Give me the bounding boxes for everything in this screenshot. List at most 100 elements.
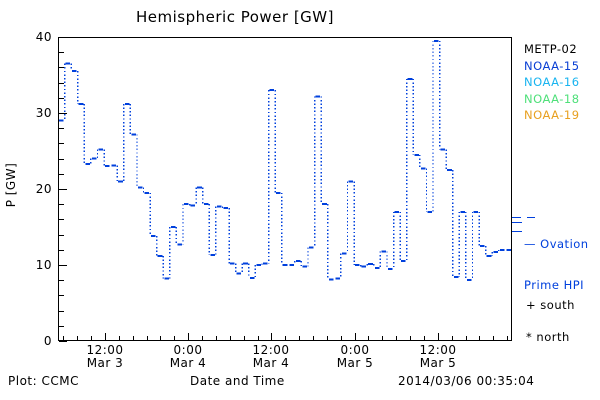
x-tick-minor — [452, 336, 453, 341]
legend-item-noaa-19: NOAA-19 — [524, 107, 580, 124]
edge-mark-upper — [512, 222, 522, 223]
x-tick-minor — [285, 336, 286, 341]
y-tick-major — [59, 37, 67, 38]
y-tick-minor — [59, 326, 64, 327]
y-tick-label: 0 — [43, 334, 52, 348]
x-tick-time: 12:00 — [419, 343, 457, 357]
y-tick-minor — [59, 67, 64, 68]
x-tick-minor — [147, 336, 148, 341]
x-tick-date: Mar 4 — [169, 356, 207, 370]
x-tick-minor — [396, 336, 397, 341]
y-tick-minor — [59, 250, 64, 251]
x-tick-minor — [244, 336, 245, 341]
x-tick-time: 12:00 — [252, 343, 290, 357]
x-tick-date: Mar 3 — [86, 356, 124, 370]
x-tick-time: 12:00 — [86, 343, 124, 357]
x-tick-minor — [466, 336, 467, 341]
x-tick-minor — [299, 336, 300, 341]
x-tick-minor — [258, 336, 259, 341]
x-tick-label: 12:00 Mar 5 — [393, 344, 483, 370]
x-tick-minor — [313, 336, 314, 341]
ovation-legend-line1: — Ovation — [524, 237, 589, 251]
y-tick-minor — [59, 235, 64, 236]
satellite-legend: METP-02 NOAA-15 NOAA-16 NOAA-18 NOAA-19 — [524, 41, 580, 124]
x-tick-label: 0:00 Mar 5 — [310, 344, 400, 370]
y-tick-major — [59, 189, 67, 190]
x-tick-minor — [77, 336, 78, 341]
x-tick-minor — [202, 336, 203, 341]
legend-item-metp-02: METP-02 — [524, 41, 580, 58]
y-tick-minor — [59, 219, 64, 220]
x-tick-time: 0:00 — [340, 343, 370, 357]
legend-item-label: NOAA-19 — [524, 108, 580, 122]
y-tick-label: 20 — [35, 182, 52, 196]
x-tick-date: Mar 5 — [336, 356, 374, 370]
x-tick-minor — [216, 336, 217, 341]
x-tick-minor — [230, 336, 231, 341]
edge-mark-lower — [512, 231, 522, 232]
ovation-legend-line2: Prime HPI — [524, 277, 585, 292]
x-tick-major — [438, 333, 439, 341]
legend-item-noaa-15: NOAA-15 — [524, 58, 580, 75]
legend-item-noaa-18: NOAA-18 — [524, 91, 580, 108]
x-tick-minor — [382, 336, 383, 341]
y-tick-minor — [59, 204, 64, 205]
x-tick-minor — [479, 336, 480, 341]
y-tick-label: 40 — [35, 30, 52, 44]
ovation-legend-dash — [527, 217, 535, 218]
x-tick-date: Mar 5 — [419, 356, 457, 370]
x-tick-minor — [174, 336, 175, 341]
x-tick-minor — [424, 336, 425, 341]
x-tick-major — [355, 333, 356, 341]
x-tick-minor — [119, 336, 120, 341]
y-tick-minor — [59, 280, 64, 281]
x-tick-minor — [271, 336, 272, 341]
y-tick-label: 10 — [35, 258, 52, 272]
x-tick-minor — [188, 336, 189, 341]
y-tick-minor — [59, 311, 64, 312]
y-tick-minor — [59, 83, 64, 84]
y-tick-minor — [59, 98, 64, 99]
x-tick-minor — [507, 336, 508, 341]
x-tick-minor — [327, 336, 328, 341]
plot-area — [58, 37, 512, 341]
legend-item-label: NOAA-18 — [524, 91, 580, 106]
x-tick-major — [105, 333, 106, 341]
legend-item-label: METP-02 — [524, 42, 578, 56]
x-tick-label: 12:00 Mar 4 — [226, 344, 316, 370]
x-tick-date: Mar 4 — [252, 356, 290, 370]
north-marker-legend: * north — [526, 330, 570, 344]
x-tick-label: 12:00 Mar 3 — [60, 344, 150, 370]
ovation-prime-legend: — Ovation Prime HPI — [524, 211, 589, 319]
x-tick-minor — [341, 336, 342, 341]
x-tick-minor — [368, 336, 369, 341]
y-tick-major — [59, 113, 67, 114]
y-tick-minor — [59, 143, 64, 144]
x-tick-minor — [133, 336, 134, 341]
timestamp: 2014/03/06 00:35:04 — [398, 374, 535, 388]
legend-item-label: NOAA-16 — [524, 75, 580, 89]
ovation-legend-tick — [512, 217, 521, 218]
y-tick-major — [59, 265, 67, 266]
y-tick-label: 30 — [35, 106, 52, 120]
x-tick-minor — [410, 336, 411, 341]
x-tick-label: 0:00 Mar 4 — [143, 344, 233, 370]
y-tick-minor — [59, 52, 64, 53]
y-tick-minor — [59, 128, 64, 129]
x-tick-minor — [63, 336, 64, 341]
y-tick-minor — [59, 174, 64, 175]
y-tick-major — [59, 341, 67, 342]
x-tick-minor — [91, 336, 92, 341]
x-axis-label: Date and Time — [190, 374, 285, 388]
plot-credit: Plot: CCMC — [8, 374, 79, 388]
ovation-prime-hpi-series — [59, 39, 511, 282]
x-tick-minor — [493, 336, 494, 341]
legend-item-label: NOAA-15 — [524, 58, 580, 73]
page-title: Hemispheric Power [GW] — [136, 8, 334, 26]
y-tick-minor — [59, 295, 64, 296]
legend-item-noaa-16: NOAA-16 — [524, 74, 580, 91]
x-tick-time: 0:00 — [173, 343, 203, 357]
x-tick-minor — [160, 336, 161, 341]
south-marker-legend: + south — [526, 298, 575, 312]
